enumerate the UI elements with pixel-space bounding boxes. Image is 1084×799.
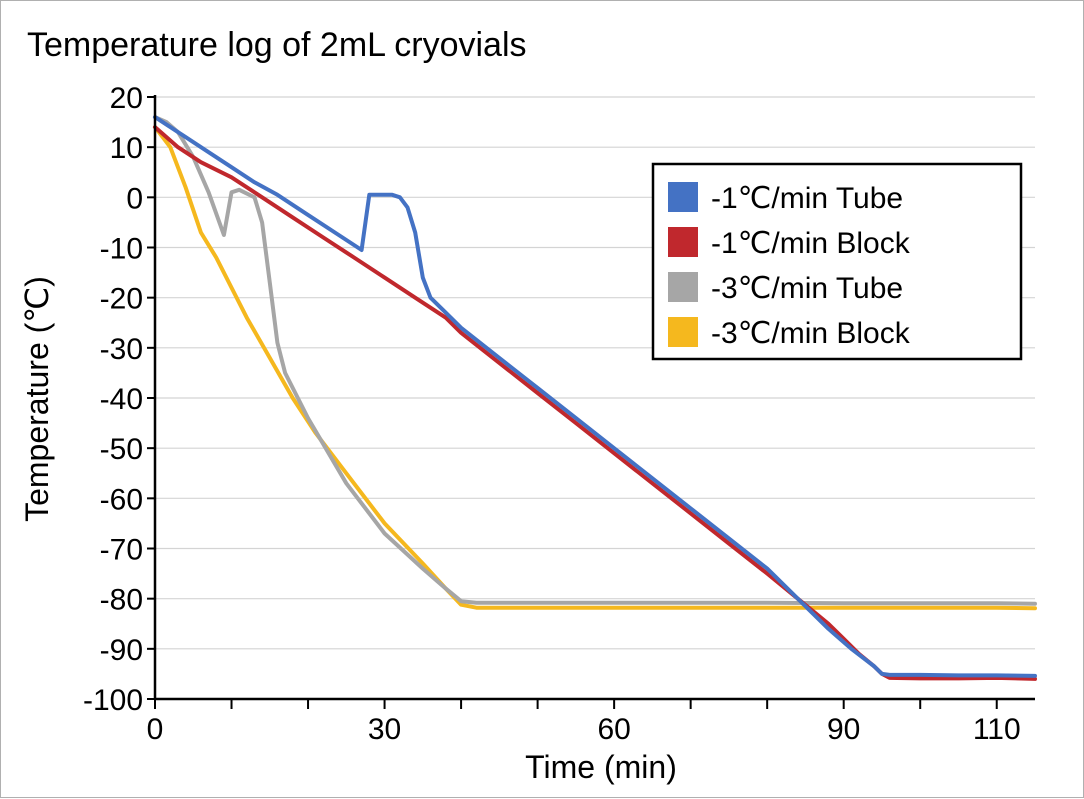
y-tick-label: -90 (100, 634, 143, 667)
legend-label: -3℃/min Block (711, 317, 911, 350)
series-line-1 (153, 115, 1037, 678)
gridlines (155, 96, 1035, 650)
y-axis-label: Temperature (℃) (19, 276, 55, 522)
y-tick-label: -70 (100, 534, 143, 567)
y-tick-label: -30 (100, 333, 143, 366)
x-tick-label: 0 (147, 713, 164, 746)
legend-swatch (668, 317, 698, 347)
y-tick-label: -80 (100, 584, 143, 617)
chart-title: Temperature log of 2mL cryovials (27, 26, 527, 64)
legend-swatch (668, 227, 698, 257)
legend-swatch (668, 272, 698, 302)
y-tick-label: -50 (100, 433, 143, 466)
series-lines (153, 115, 1037, 681)
x-tick-label: 90 (827, 713, 860, 746)
y-tick-label: -60 (100, 483, 143, 516)
x-tick-label: 110 (973, 713, 1021, 746)
y-tick-label: 20 (110, 82, 143, 115)
y-tick-label: 10 (110, 132, 143, 165)
legend-label: -1℃/min Block (711, 227, 911, 260)
legend-swatch (668, 182, 698, 212)
y-tick-label: -10 (100, 233, 143, 266)
x-tick-label: 60 (597, 713, 630, 746)
legend-box (651, 162, 1023, 361)
series-line-4 (153, 125, 1037, 611)
series-line-3 (153, 115, 1037, 606)
y-tick-label: -40 (100, 383, 143, 416)
y-tick-label: -20 (100, 283, 143, 316)
legend: -1℃/min Tube -1℃/min Block -3℃/min Tube -3℃… (651, 162, 1023, 361)
y-tick-label: 0 (126, 182, 143, 215)
y-tick-label: -100 (83, 684, 143, 717)
legend-label: -1℃/min Tube (711, 182, 903, 215)
x-axis-label: Time (min) (525, 749, 677, 785)
legend-label: -3℃/min Tube (711, 272, 903, 305)
x-tick-label: 30 (368, 713, 401, 746)
